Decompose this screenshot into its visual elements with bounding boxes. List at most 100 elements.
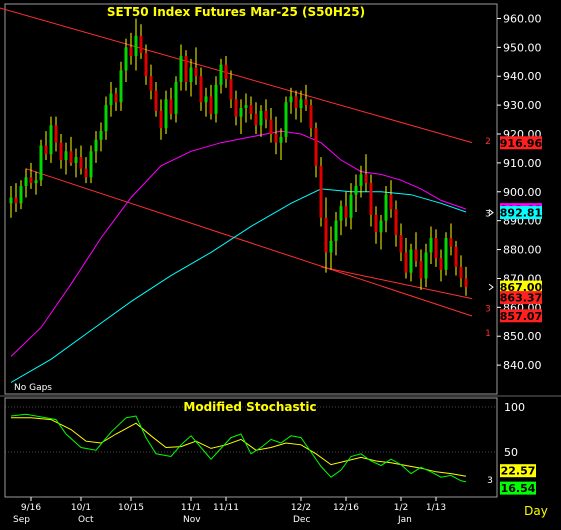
no-gaps-note: No Gaps (14, 383, 52, 393)
candle (464, 266, 468, 296)
candle (29, 162, 33, 189)
candle (349, 183, 353, 230)
candle-body (454, 246, 458, 267)
candle (359, 165, 363, 198)
candle (59, 134, 63, 169)
x-month-label: Sep (13, 515, 30, 525)
candle (89, 145, 93, 184)
candle (44, 131, 48, 160)
candle-body (289, 96, 293, 103)
candle (324, 197, 328, 273)
candle (309, 99, 313, 137)
moving-average-line-2 (10, 188, 467, 383)
candle-body (394, 209, 398, 236)
oscillator-value-label: 16.54 (501, 482, 536, 495)
candle-body (429, 238, 433, 253)
candle-body (174, 82, 178, 114)
candle (219, 58, 223, 94)
candle (139, 24, 143, 59)
value-label: 857.07 (500, 310, 542, 323)
candle (34, 171, 38, 195)
candle (144, 44, 148, 85)
candle-body (354, 186, 358, 195)
candle (339, 200, 343, 236)
trendline-2 (0, 7, 473, 144)
candle-body (149, 76, 153, 91)
candle-body (309, 105, 313, 129)
candle (379, 214, 383, 250)
value-label-box (500, 280, 542, 294)
candle-body (94, 139, 98, 152)
candle-body (209, 96, 213, 114)
candle-body (434, 238, 438, 259)
candle (69, 136, 73, 166)
candle-body (49, 125, 53, 155)
candle-body (339, 206, 343, 221)
candle (239, 99, 243, 134)
candle (214, 76, 218, 123)
y-tick-label: 850.00 (503, 330, 542, 343)
value-label-box (500, 136, 542, 150)
candle (374, 206, 378, 244)
candle-body (349, 194, 353, 218)
y-tick-label: 960.00 (503, 12, 542, 25)
y-tick-label: 940.00 (503, 70, 542, 83)
candle-body (409, 249, 413, 273)
candle-body (414, 249, 418, 262)
candle-body (114, 93, 118, 103)
candle (279, 128, 283, 160)
candle-body (44, 145, 48, 155)
candle (364, 154, 368, 192)
candle (319, 157, 323, 227)
value-label-box (500, 291, 542, 305)
candle (269, 108, 273, 143)
candle (334, 212, 338, 256)
value-label: 863.37 (500, 292, 542, 305)
candle (149, 64, 153, 100)
candle (99, 122, 103, 152)
candle-body (284, 102, 288, 137)
x-date-label: 10/1 (71, 503, 91, 513)
candle-body (89, 151, 93, 178)
candle-body (364, 174, 368, 184)
candle-body (199, 76, 203, 103)
candle-body (69, 151, 73, 163)
candle (444, 232, 448, 276)
x-date-label: 10/15 (118, 503, 144, 513)
candle (224, 56, 228, 88)
candle (289, 87, 293, 114)
candle-body (459, 266, 463, 279)
candle-body (119, 70, 123, 103)
candle (174, 76, 178, 123)
oscillator-title: Modified Stochastic (183, 400, 316, 414)
candle (369, 174, 373, 227)
candle-body (14, 197, 18, 204)
candle (179, 44, 183, 91)
candle-body (369, 183, 373, 215)
candle (94, 131, 98, 163)
candle-body (389, 194, 393, 210)
price-panel-frame (4, 3, 498, 395)
candle-body (359, 174, 363, 186)
candle-body (374, 214, 378, 233)
candle (304, 84, 308, 111)
candle (244, 93, 248, 123)
candle (344, 191, 348, 227)
candle (454, 240, 458, 276)
y-tick-label: 900.00 (503, 186, 542, 199)
candle (449, 223, 453, 256)
ma-arrow (488, 209, 494, 216)
candle-body (219, 64, 223, 85)
candle (114, 87, 118, 111)
candle-body (79, 157, 83, 169)
candle-body (64, 151, 68, 160)
candle (39, 139, 43, 186)
candle (184, 50, 188, 91)
candle-body (29, 177, 33, 184)
candle-body (19, 186, 23, 204)
candle-body (279, 136, 283, 143)
candle (79, 145, 83, 175)
line-marker: 2 (485, 137, 491, 147)
candle-body (249, 105, 253, 114)
